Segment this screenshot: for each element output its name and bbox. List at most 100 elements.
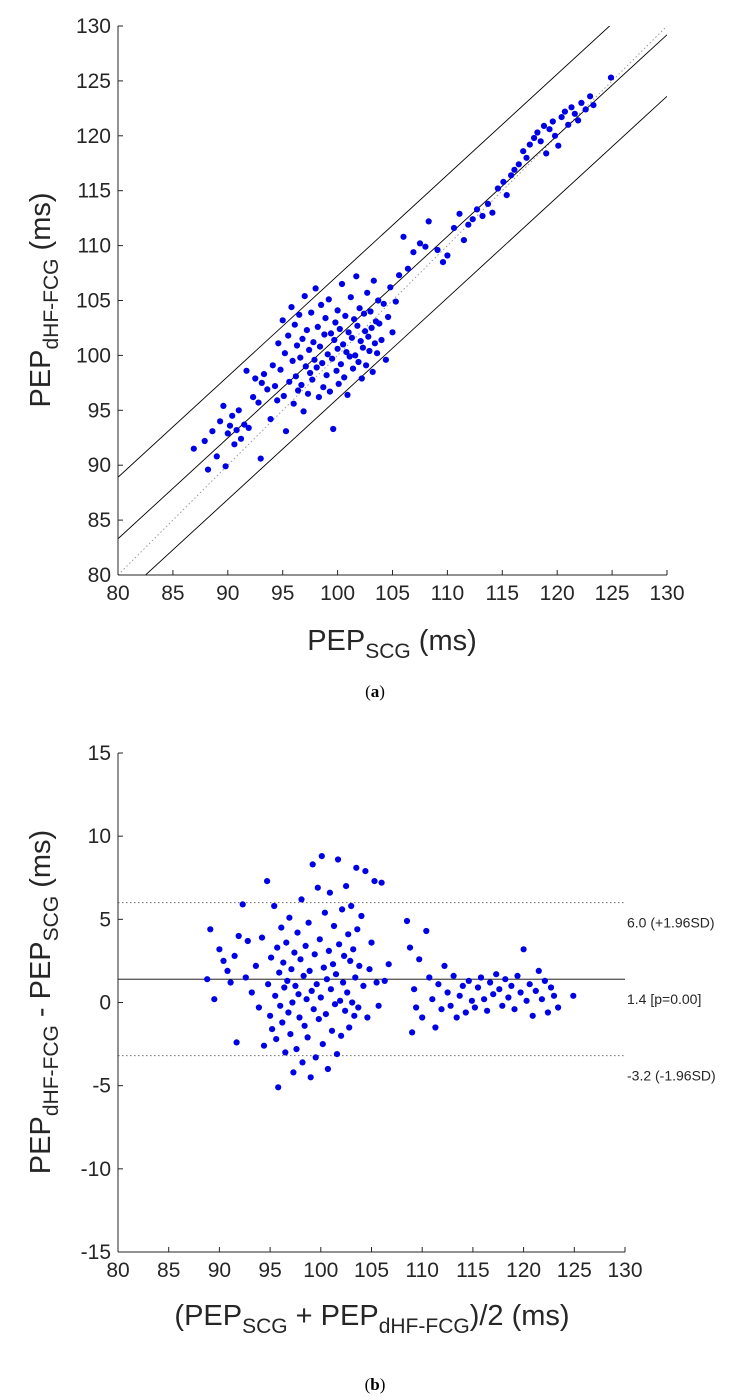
caption-a: (a) (365, 682, 385, 701)
data-point (494, 185, 501, 192)
data-point (276, 969, 283, 976)
data-point (369, 368, 376, 375)
x-tick-label: 105 (375, 582, 410, 605)
y-tick-label: 130 (76, 15, 111, 38)
lower-loa-label: -3.2 (-1.96SD) (627, 1068, 716, 1084)
data-point (279, 1019, 286, 1026)
data-point (273, 1036, 280, 1043)
data-point (364, 289, 371, 296)
data-point (285, 1009, 292, 1016)
data-point (404, 265, 411, 272)
data-point (264, 878, 271, 885)
data-point (456, 210, 463, 217)
y-tick-label: 5 (99, 908, 111, 931)
data-point (565, 121, 572, 128)
data-point (496, 986, 503, 993)
data-point (500, 178, 507, 185)
x-tick-label: 85 (157, 1259, 180, 1282)
data-point (334, 307, 341, 314)
data-point (311, 951, 318, 958)
data-point (291, 949, 298, 956)
data-point (233, 427, 240, 434)
data-point (235, 932, 242, 940)
data-point (298, 381, 305, 389)
data-point (348, 902, 355, 910)
data-point (252, 962, 259, 970)
data-point (209, 428, 216, 435)
x-tick-label: 95 (258, 1259, 281, 1282)
data-point (216, 946, 223, 953)
data-point (439, 259, 447, 266)
data-point (300, 408, 307, 415)
data-point (346, 353, 353, 360)
y-tick-label: 125 (76, 70, 111, 93)
data-point (264, 386, 271, 393)
data-point (283, 939, 290, 946)
data-point (287, 1031, 294, 1038)
data-point (447, 1002, 454, 1009)
data-point (385, 961, 392, 968)
data-point (413, 1004, 420, 1011)
y-tick-label: -5 (92, 1075, 111, 1098)
data-point (360, 982, 367, 990)
data-point (330, 425, 337, 433)
data-point (587, 93, 594, 100)
data-point (299, 1059, 306, 1066)
data-point (526, 981, 533, 988)
data-point (607, 74, 615, 81)
data-point (260, 1042, 268, 1049)
data-point (568, 104, 575, 111)
y-tick-label: 15 (88, 742, 111, 765)
data-point (220, 957, 227, 965)
data-point (316, 936, 323, 943)
data-point (314, 323, 321, 330)
data-point (375, 297, 382, 304)
x-axis-title-a: PEPSCG (ms) (307, 625, 477, 663)
data-point (444, 989, 451, 996)
data-point (352, 352, 359, 359)
x-tick-label: 125 (595, 582, 630, 605)
data-point (546, 126, 553, 133)
data-point (537, 138, 544, 145)
data-point (490, 991, 497, 998)
data-point (265, 981, 272, 988)
data-point (345, 329, 352, 336)
data-point (360, 310, 368, 317)
data-point (302, 363, 309, 370)
data-point (333, 1051, 341, 1058)
panel-a: 80 85 90 95 100 105 110 115 120 125 130 80 85 90 95 10… (25, 15, 685, 701)
data-point (280, 959, 287, 966)
x-tick-label: 100 (303, 1259, 338, 1282)
data-point (543, 150, 550, 157)
data-point (252, 375, 259, 382)
data-point (267, 416, 274, 423)
data-point (503, 192, 510, 199)
data-point (267, 1012, 274, 1019)
data-point (222, 463, 229, 470)
data-point (274, 944, 281, 951)
data-point (328, 1027, 336, 1034)
data-point (366, 966, 373, 973)
data-point (255, 1004, 262, 1011)
data-point (293, 342, 301, 349)
data-point (370, 277, 377, 284)
data-point (371, 340, 378, 347)
data-point (514, 972, 521, 980)
y-tick-label: 100 (76, 344, 111, 367)
data-point (400, 233, 407, 240)
data-point (217, 418, 224, 425)
data-point (213, 453, 220, 460)
data-point (330, 922, 338, 930)
data-point (342, 1007, 349, 1014)
data-point (299, 335, 306, 342)
data-point (371, 878, 378, 885)
data-point (309, 861, 316, 868)
data-point (508, 982, 515, 990)
data-point (318, 301, 325, 308)
data-point (520, 148, 527, 155)
data-point (575, 117, 582, 124)
x-ticks-b: 80 85 90 95 100 105 110 115 120 125 130 (106, 1247, 643, 1282)
data-point (284, 977, 291, 985)
data-point (224, 967, 231, 975)
data-point (227, 979, 234, 986)
